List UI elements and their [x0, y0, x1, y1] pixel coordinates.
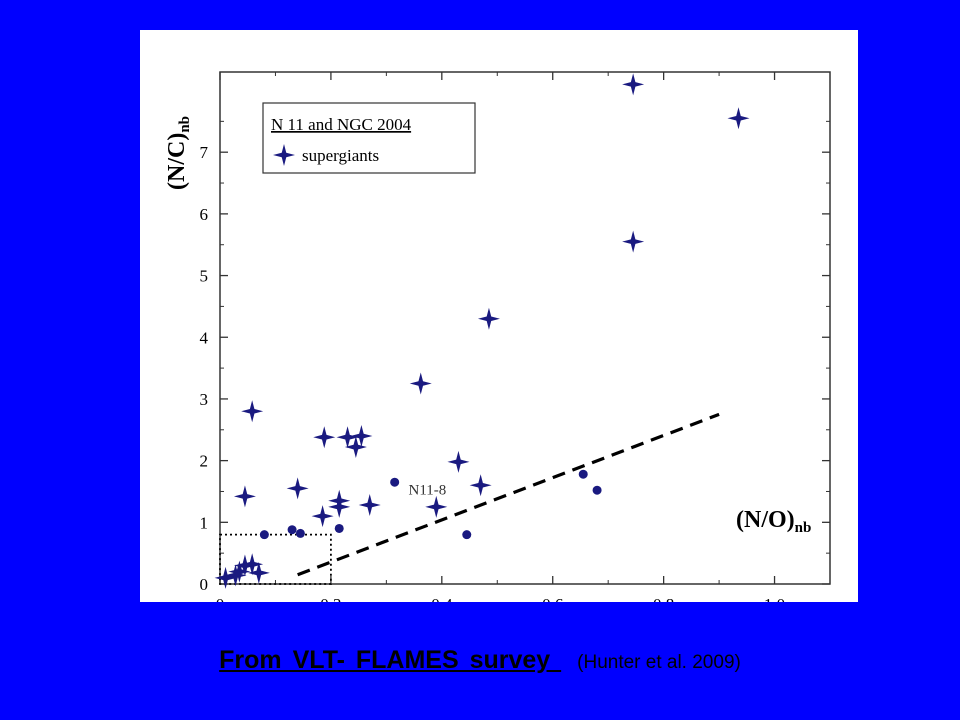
- star-point: [224, 564, 247, 587]
- annotation-n11-8: N11-8: [409, 483, 447, 499]
- star-points: [214, 73, 750, 589]
- star-point: [409, 372, 432, 395]
- legend-star-marker: [273, 144, 295, 166]
- star-point: [233, 554, 256, 577]
- star-point: [214, 566, 237, 589]
- y-tick-label: 1: [200, 513, 209, 532]
- caption: From VLT- FLAMES survey (Hunter et al. 2…: [0, 646, 960, 675]
- y-tick-label: 7: [200, 143, 209, 162]
- star-point: [622, 73, 645, 96]
- y-tick-label: 4: [200, 328, 209, 347]
- overlays: [219, 412, 720, 585]
- star-point: [336, 426, 359, 449]
- x-axis-title: (N/O)nb: [736, 507, 811, 536]
- x-axis-ticks: 0 0.2 0.4 0.6 0.8 1.0: [216, 72, 831, 602]
- circle-points: [259, 469, 602, 540]
- circle-point: [334, 523, 344, 533]
- caption-citation: (Hunter et al. 2009): [577, 652, 741, 673]
- star-point: [469, 474, 492, 497]
- x-tick-label: 0.6: [542, 595, 563, 602]
- legend: N 11 and NGC 2004 supergiants: [262, 102, 476, 174]
- star-point: [286, 477, 309, 500]
- y-tick-label: 2: [200, 452, 209, 471]
- legend-title: N 11 and NGC 2004: [271, 115, 412, 134]
- y-tick-label: 0: [200, 575, 209, 594]
- star-point: [425, 495, 448, 518]
- star-point: [622, 230, 645, 253]
- star-point: [328, 495, 351, 518]
- x-tick-label: 0.2: [320, 595, 341, 602]
- dashed-trend-line: [297, 412, 720, 577]
- y-axis-title: (N/C)nb: [164, 116, 193, 190]
- circle-point: [592, 485, 602, 495]
- dotted-box: [219, 533, 332, 585]
- y-tick-label: 6: [200, 205, 209, 224]
- legend-box: [262, 102, 476, 174]
- star-point: [313, 426, 336, 449]
- circle-point: [462, 530, 472, 540]
- star-point: [241, 400, 264, 423]
- star-point: [241, 553, 264, 576]
- legend-entry-label: supergiants: [302, 146, 379, 165]
- y-tick-label: 3: [200, 390, 209, 409]
- circle-point: [295, 528, 305, 538]
- scatter-chart: 0 0.2 0.4 0.6 0.8 1.0 0 1 2 3 4 5 6 7 (N/C)nb (N/O)n…: [164, 71, 831, 602]
- star-point: [350, 424, 373, 447]
- x-tick-label: 1.0: [764, 595, 785, 602]
- plot-frame: [219, 71, 831, 585]
- circle-point: [287, 525, 297, 535]
- caption-main: From VLT- FLAMES survey: [219, 646, 562, 674]
- star-point: [447, 450, 470, 473]
- circle-point: [578, 469, 588, 479]
- x-tick-label: 0.4: [431, 595, 453, 602]
- circle-point: [259, 530, 269, 540]
- star-point: [247, 561, 270, 584]
- star-point: [233, 485, 256, 508]
- star-point: [727, 107, 750, 130]
- x-tick-label: 0.8: [653, 595, 674, 602]
- y-axis-ticks: 0 1 2 3 4 5 6 7: [200, 120, 830, 594]
- y-tick-label: 5: [200, 267, 209, 286]
- star-point: [311, 505, 334, 528]
- star-point: [344, 436, 367, 459]
- plot-panel: 0 0.2 0.4 0.6 0.8 1.0 0 1 2 3 4 5 6 7 (N/C)nb (N/O)n…: [140, 30, 858, 602]
- circle-point: [390, 477, 400, 487]
- star-point: [477, 307, 500, 330]
- x-tick-label: 0: [216, 595, 225, 602]
- star-point: [358, 494, 381, 517]
- star-point: [228, 560, 251, 583]
